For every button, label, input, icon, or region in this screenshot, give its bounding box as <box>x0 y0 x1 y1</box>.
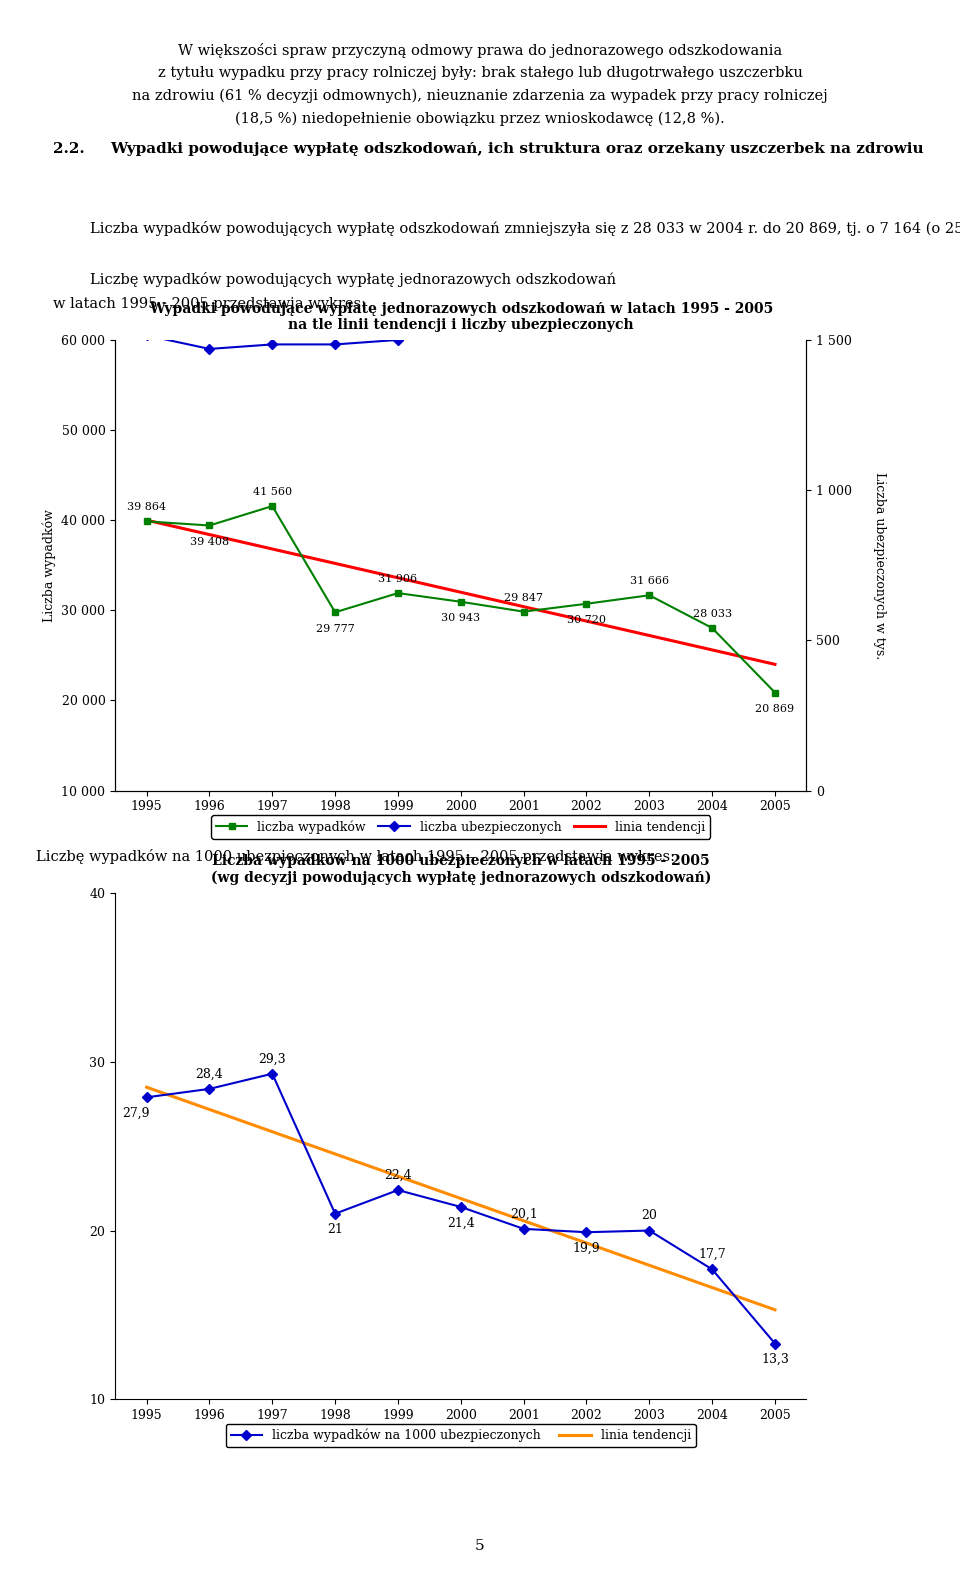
Text: 30 720: 30 720 <box>567 615 606 624</box>
Text: 13,3: 13,3 <box>761 1353 789 1366</box>
Text: 20: 20 <box>641 1209 658 1222</box>
Text: 31 906: 31 906 <box>378 574 418 583</box>
Text: W większości spraw przyczyną odmowy prawa do jednorazowego odszkodowania
z tytuł: W większości spraw przyczyną odmowy praw… <box>132 43 828 126</box>
Text: 5: 5 <box>475 1540 485 1553</box>
Text: Wypadki powodujące wypłatę odszkodowań, ich struktura oraz orzekany uszczerbek n: Wypadki powodujące wypłatę odszkodowań, … <box>110 142 924 157</box>
Text: 29,3: 29,3 <box>258 1053 286 1066</box>
Legend: liczba wypadków, liczba ubezpieczonych, linia tendencji: liczba wypadków, liczba ubezpieczonych, … <box>211 816 710 838</box>
Y-axis label: Liczba ubezpieczonych w tys.: Liczba ubezpieczonych w tys. <box>873 471 886 659</box>
Title: Wypadki powodujące wypłatę jednorazowych odszkodowań w latach 1995 - 2005
na tle: Wypadki powodujące wypłatę jednorazowych… <box>149 302 773 332</box>
Text: 31 666: 31 666 <box>630 575 669 587</box>
Title: Liczba wypadków na 1000 ubezpieczonych w latach 1995 - 2005
(wg decyzji powodują: Liczba wypadków na 1000 ubezpieczonych w… <box>210 854 711 885</box>
Text: 28 033: 28 033 <box>692 609 732 618</box>
Text: Liczbę wypadków na 1000 ubezpieczonych w latach 1995 – 2005 przedstawia wykres:: Liczbę wypadków na 1000 ubezpieczonych w… <box>36 849 675 863</box>
Text: 17,7: 17,7 <box>698 1249 726 1262</box>
Text: 29 777: 29 777 <box>316 624 354 634</box>
Text: 20 869: 20 869 <box>756 704 795 715</box>
Text: 29 847: 29 847 <box>504 593 543 602</box>
Text: 27,9: 27,9 <box>122 1107 149 1119</box>
Text: 20,1: 20,1 <box>510 1208 538 1221</box>
Text: w latach 1995 - 2005 przedstawia wykres:: w latach 1995 - 2005 przedstawia wykres: <box>53 297 366 311</box>
Text: 28,4: 28,4 <box>196 1067 224 1081</box>
Y-axis label: Liczba wypadków: Liczba wypadków <box>42 509 56 621</box>
Text: 22,4: 22,4 <box>384 1168 412 1183</box>
Text: 39 408: 39 408 <box>190 538 229 547</box>
Text: 39 864: 39 864 <box>127 503 166 512</box>
Legend: liczba wypadków na 1000 ubezpieczonych, linia tendencji: liczba wypadków na 1000 ubezpieczonych, … <box>226 1424 696 1447</box>
Text: Liczba wypadków powodujących wypłatę odszkodowań zmniejszyła się z 28 033 w 2004: Liczba wypadków powodujących wypłatę ods… <box>53 221 960 236</box>
Text: 19,9: 19,9 <box>573 1241 600 1255</box>
Text: 2.2.: 2.2. <box>53 142 84 157</box>
Text: 30 943: 30 943 <box>442 613 480 623</box>
Text: 21,4: 21,4 <box>447 1216 474 1230</box>
Text: 21: 21 <box>327 1224 343 1236</box>
Text: 41 560: 41 560 <box>252 487 292 496</box>
Text: Liczbę wypadków powodujących wypłatę jednorazowych odszkodowań: Liczbę wypadków powodujących wypłatę jed… <box>53 272 616 286</box>
